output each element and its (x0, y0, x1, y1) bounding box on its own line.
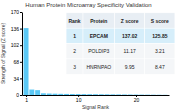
table-text: 11.17 (124, 48, 136, 54)
bar (41, 93, 46, 95)
bar (35, 90, 40, 95)
y-tick-mark (20, 12, 22, 13)
bar (47, 94, 52, 95)
bar (145, 94, 150, 95)
table-cell (115, 44, 145, 59)
y-tick: 102 (11, 42, 22, 48)
bar (134, 94, 139, 95)
bar (87, 94, 92, 95)
bar (128, 94, 133, 95)
y-axis: 0 34 68 102 136 170 (11, 9, 23, 98)
bar (122, 94, 127, 95)
table-text: 137.02 (122, 33, 138, 39)
table-text: HNRNPAO (86, 64, 111, 70)
y-axis-line (22, 13, 23, 96)
bar (53, 94, 58, 95)
table-text: Rank (68, 18, 80, 24)
bar (139, 94, 144, 95)
table-cell (66, 13, 83, 28)
y-tick-mark (20, 95, 22, 96)
table-cell (66, 44, 83, 59)
y-tick-label: 170 (11, 9, 20, 15)
bar (24, 28, 29, 95)
bar (157, 94, 162, 95)
table-cell (115, 59, 145, 74)
bar (76, 94, 81, 95)
x-tick-label: 10 (76, 97, 82, 103)
y-tick-label: 102 (11, 42, 20, 48)
bar (70, 94, 75, 95)
chart: Human Protein Microarray Specificity Val… (0, 0, 177, 111)
y-tick-mark (20, 78, 22, 79)
y-axis-title: Strength of Signal (Z score) (0, 23, 6, 84)
x-tick: 20 (134, 95, 140, 103)
bar (110, 94, 115, 95)
table-text: 2 (73, 48, 76, 54)
bar (116, 94, 121, 95)
table-cell (145, 44, 175, 59)
bar (162, 94, 167, 95)
x-tick-label: 20 (134, 97, 140, 103)
table-cell (66, 28, 83, 43)
table-text: POLDIP3 (88, 48, 109, 54)
plot: 1 10 20 0 34 68 102 136 170 Rank Protein Z score S s… (11, 9, 175, 102)
table-cell (115, 28, 145, 43)
table-text: 1 (73, 33, 76, 39)
x-tick: 10 (76, 95, 82, 103)
table: Rank Protein Z score S score 1 EPCAM 137.02 125… (66, 13, 175, 74)
y-tick-mark (20, 29, 22, 30)
x-tick-label: 1 (25, 97, 28, 103)
bar (64, 94, 69, 95)
y-tick-label: 34 (13, 76, 19, 82)
x-axis-line (23, 95, 170, 96)
y-tick-label: 68 (13, 59, 19, 65)
bar (105, 94, 110, 95)
y-tick: 170 (11, 9, 22, 15)
bar (99, 94, 104, 95)
table-cell (83, 44, 115, 59)
bar (81, 94, 86, 95)
table-cell (115, 13, 145, 28)
table-text: 9.95 (125, 64, 135, 70)
table-text: Protein (90, 18, 107, 24)
y-tick: 136 (11, 26, 22, 32)
table-cell (83, 28, 115, 43)
table-cell (145, 13, 175, 28)
table-text: 3 (73, 64, 76, 70)
x-tick: 1 (25, 95, 28, 103)
y-tick: 68 (13, 59, 22, 65)
y-tick-mark (20, 45, 22, 46)
x-axis-title: Signal Rank (82, 104, 109, 110)
bar (58, 94, 63, 95)
table-text: 125.85 (152, 33, 168, 39)
table-cell (66, 59, 83, 74)
y-tick: 0 (16, 92, 22, 98)
bar (29, 90, 34, 95)
bar (151, 94, 156, 95)
x-axis: 1 10 20 (23, 95, 170, 103)
table-text: 3.21 (155, 48, 165, 54)
table-cell (145, 59, 175, 74)
y-tick-label: 136 (11, 26, 20, 32)
table-cell (83, 13, 115, 28)
title: Human Protein Microarray Specificity Val… (25, 2, 151, 8)
bar (93, 94, 98, 95)
table-cell (83, 59, 115, 74)
y-tick: 34 (13, 76, 22, 82)
table-text: Z score (121, 18, 139, 24)
table-text: S score (151, 18, 169, 24)
y-tick-label: 0 (16, 92, 19, 98)
table-text: 8.47 (155, 64, 165, 70)
y-tick-mark (20, 62, 22, 63)
table-text: EPCAM (90, 33, 108, 39)
table-cell (145, 28, 175, 43)
